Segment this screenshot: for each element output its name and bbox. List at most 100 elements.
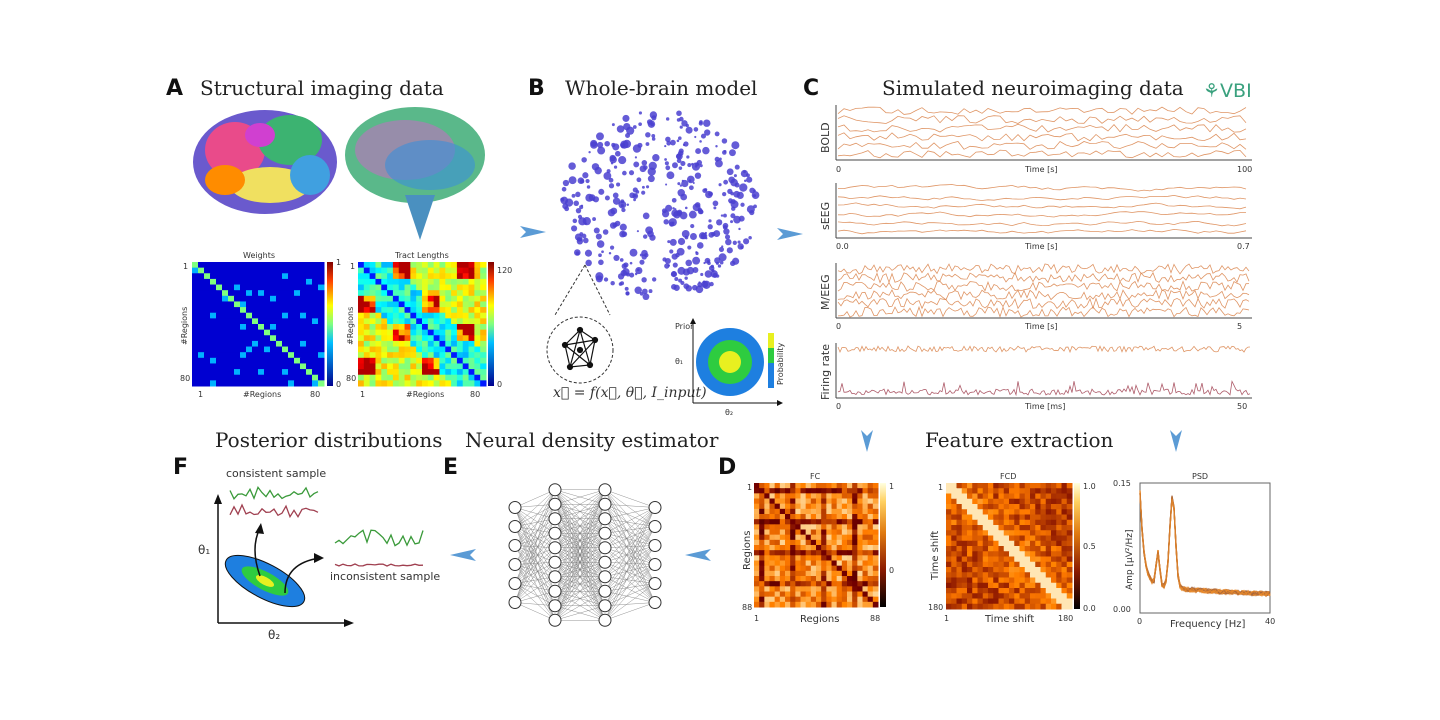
heatmap-cell [468,278,475,286]
heatmap-cell [867,529,874,536]
heatmap-cell [234,295,241,302]
heatmap-cell [1035,509,1041,515]
brain-node [712,200,719,207]
heatmap-cell [982,588,989,594]
heatmap-cell [392,369,400,376]
heatmap-cell [222,352,229,359]
panel-a-title: Structural imaging data [200,76,444,100]
heatmap-cell [451,284,458,291]
brain-node [626,203,630,206]
heatmap-cell [427,374,435,381]
heatmap-cell [951,498,957,505]
heatmap-cell [456,335,464,342]
heatmap-cell [240,380,247,387]
heatmap-cell [857,570,863,577]
heatmap-cell [857,483,863,489]
heatmap-cell [821,550,827,556]
heatmap-cell [831,534,838,541]
heatmap-cell [252,267,259,274]
heatmap-cell [1051,567,1057,573]
brain-node [619,223,627,231]
heatmap-cell [1045,603,1052,610]
nn-edge [514,507,556,606]
heatmap-cell [1024,556,1031,563]
nn-edge [514,562,556,603]
heatmap-cell [1056,493,1062,500]
brain-node [744,179,747,183]
brain-node [598,253,602,258]
heatmap-cell [439,284,446,291]
heatmap-cell [258,335,265,342]
heatmap-cell [1009,561,1015,568]
heatmap-cell [451,380,458,387]
heatmap-cell [445,295,452,302]
brain-node [578,217,587,226]
heatmap-cell [240,352,247,359]
heatmap-cell [456,380,464,387]
heatmap-cell [392,295,400,302]
heatmap-cell [961,551,968,557]
brain-node [579,205,584,210]
heatmap-cell [769,545,776,551]
psd-curve [1139,493,1271,597]
heatmap-cell [831,514,838,520]
heatmap-cell [800,565,807,572]
brain-node [622,114,630,122]
heatmap-cell [416,363,423,370]
heatmap-cell [790,545,796,551]
heatmap-cell [810,483,817,489]
heatmap-cell [993,551,999,557]
brain-node [651,277,657,282]
heatmap-cell [216,312,223,319]
heatmap-cell [312,374,319,381]
heatmap-cell [977,483,984,489]
heatmap-cell [759,596,765,603]
heatmap-cell [810,529,817,536]
heatmap-cell [451,340,458,348]
heatmap-cell [769,601,776,608]
heatmap-cell [252,318,259,325]
heatmap-cell [841,545,848,551]
heatmap-cell [410,273,417,280]
heatmap-cell [1040,498,1047,505]
heatmap-cell [967,546,973,552]
heatmap-cell [831,601,838,608]
heatmap-cell [264,262,271,269]
heatmap-cell [258,284,265,291]
heatmap-cell [826,539,832,546]
heatmap-cell [852,596,858,603]
heatmap-cell [204,312,211,319]
heatmap-cell [1035,567,1041,573]
heatmap-cell [961,582,968,589]
brain-node [722,192,727,197]
heatmap-cell [774,581,781,587]
heatmap-cell [785,591,791,598]
heatmap-cell [433,352,440,359]
brain-node [603,172,612,180]
heatmap-cell [381,357,388,364]
heatmap-cell [445,363,452,370]
nn-edge [604,518,656,565]
brain-node [608,252,612,255]
heatmap-cell [282,262,289,269]
heatmap-cell [759,514,765,520]
nn-edge [514,545,556,577]
heatmap-cell [192,295,199,302]
heatmap-cell [312,307,319,314]
heatmap-cell [826,555,832,561]
heatmap-cell [826,508,832,515]
brain-node [639,165,647,173]
inconsistent-sample-trace-red [334,563,424,567]
heatmap-cell [1009,577,1015,584]
nn-edge [554,605,606,621]
heatmap-cell [951,509,957,515]
heatmap-cell [404,374,411,381]
heatmap-cell [1066,535,1073,542]
heatmap-cell [300,278,307,286]
heatmap-cell [246,357,253,364]
nn-edge [514,547,556,565]
heatmap-cell [993,593,999,599]
heatmap-cell [1009,498,1015,505]
heatmap-cell [204,374,211,381]
heatmap-cell [1003,535,1010,542]
